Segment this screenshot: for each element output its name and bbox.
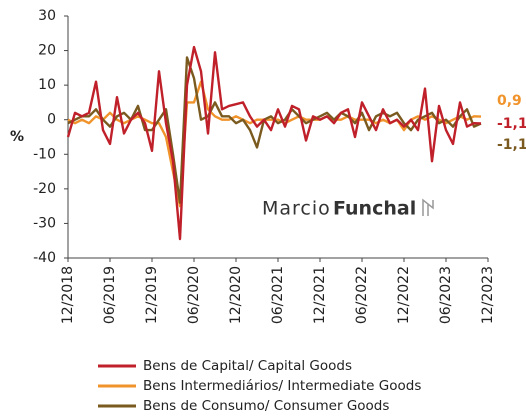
x-tick-label: 06/2020 <box>186 266 202 324</box>
legend-label: Bens de Capital/ Capital Goods <box>143 358 352 374</box>
x-tick-label: 06/2023 <box>438 266 454 324</box>
y-tick-label: 0 <box>47 112 56 128</box>
x-tick-label: 06/2022 <box>354 266 370 324</box>
y-axis-label: % <box>10 129 24 145</box>
end-label: 0,9 <box>497 93 522 109</box>
end-label: -1,1 <box>497 116 526 132</box>
y-tick-label: -10 <box>33 146 56 162</box>
y-tick-label: 30 <box>38 8 56 24</box>
line-series <box>66 45 482 241</box>
watermark-icon <box>422 198 434 216</box>
x-tick-label: 12/2020 <box>228 266 244 324</box>
x-tick-label: 06/2019 <box>102 266 118 324</box>
watermark-bold: Funchal <box>333 198 416 220</box>
line-series <box>67 80 482 208</box>
y-tick-label: -30 <box>33 215 56 231</box>
watermark-light: Marcio <box>262 198 331 220</box>
x-tick-label: 12/2021 <box>312 266 328 324</box>
end-label: -1,1 <box>497 137 526 153</box>
legend-label: Bens de Consumo/ Consumer Goods <box>143 398 389 414</box>
x-tick-label: 12/2023 <box>480 266 496 324</box>
y-tick-label: 10 <box>38 77 56 93</box>
watermark-box <box>247 190 442 226</box>
y-tick-label: 20 <box>38 43 56 59</box>
y-tick-label: -20 <box>33 181 56 197</box>
legend-label: Bens Intermediários/ Intermediate Goods <box>143 378 421 394</box>
x-tick-label: 12/2019 <box>144 266 160 324</box>
y-tick-label: -40 <box>33 250 56 266</box>
x-tick-label: 12/2018 <box>60 266 76 324</box>
x-tick-label: 06/2021 <box>270 266 286 324</box>
x-tick-label: 12/2022 <box>396 266 412 324</box>
